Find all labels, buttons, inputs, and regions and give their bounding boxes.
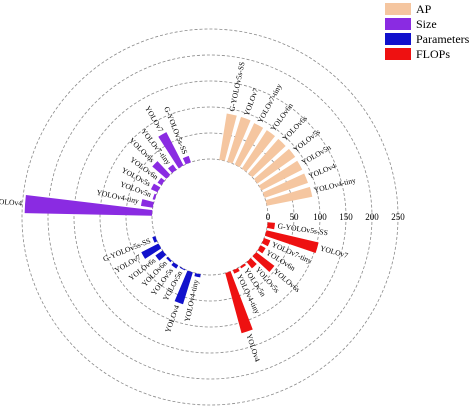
bar-ap-yolov5s bbox=[253, 148, 296, 184]
bar-flops-yolov6n bbox=[257, 245, 266, 254]
bar-size-yolov6n bbox=[157, 177, 165, 186]
bar-ap-yolov6s bbox=[248, 138, 286, 178]
legend-swatch-flops bbox=[385, 48, 411, 60]
bar-size-yolov5s bbox=[150, 183, 161, 193]
bar-size-yolov4-tiny bbox=[140, 199, 154, 208]
legend-label-ap: AP bbox=[416, 2, 432, 16]
grid-circle-250 bbox=[21, 28, 399, 406]
bar-parameters-yolov4 bbox=[174, 270, 193, 305]
bar-ap-yolov5n bbox=[258, 160, 303, 191]
grid-circle-100 bbox=[99, 106, 321, 328]
radial-grid bbox=[21, 28, 399, 406]
grid-circle-0 bbox=[151, 158, 269, 276]
bar-flops-yolov7-tiny bbox=[261, 237, 271, 247]
bar-flops-yolov7 bbox=[264, 230, 319, 253]
legend-swatch-size bbox=[385, 18, 411, 30]
bar-label-ap-yolov7: YOLOv7 bbox=[242, 87, 260, 117]
legend-label-size: Size bbox=[416, 17, 437, 31]
radial-tick-label-50: 50 bbox=[290, 212, 300, 222]
bar-parameters-yolov4-tiny bbox=[194, 273, 201, 278]
bar-flops-yolov6s bbox=[252, 252, 275, 272]
legend-swatch-parameters bbox=[385, 33, 411, 45]
bar-size-yolov5n bbox=[152, 193, 157, 200]
legend-swatch-ap bbox=[385, 3, 411, 15]
grid-circle-150 bbox=[73, 80, 347, 354]
bar-size-yolov7-tiny bbox=[168, 164, 177, 174]
radial-tick-label-150: 150 bbox=[339, 212, 353, 222]
bar-ap-g-yolov5s-ss bbox=[219, 113, 237, 161]
bar-parameters-yolov5s bbox=[171, 262, 179, 269]
bar-size-yolov7 bbox=[158, 132, 184, 169]
bar-parameters-yolov5n bbox=[179, 266, 186, 271]
bar-ap-yolov4-tiny bbox=[265, 186, 313, 206]
bar-size-yolov4 bbox=[24, 195, 153, 216]
radial-tick-label-100: 100 bbox=[313, 212, 327, 222]
radial-tick-label-0: 0 bbox=[266, 212, 271, 222]
legend-label-parameters: Parameters bbox=[416, 32, 470, 46]
grid-circle-50 bbox=[125, 132, 295, 302]
bar-label-parameters-yolov4: YOLOv4 bbox=[163, 304, 181, 334]
grid-circle-200 bbox=[47, 54, 373, 380]
bar-parameters-yolov7 bbox=[141, 243, 162, 259]
bar-ap-yolov6n bbox=[241, 130, 276, 172]
bar-label-ap-yolov4-tiny: YOLOv4-tiny bbox=[313, 175, 357, 194]
legend-label-flops: FLOPs bbox=[416, 47, 450, 61]
bar-label-ap-g-yolov5s-ss: G-YOLOv5s-SS bbox=[227, 61, 246, 112]
radial-tick-label-250: 250 bbox=[391, 212, 405, 222]
bar-parameters-yolov6n bbox=[166, 256, 172, 263]
bar-parameters-g-yolov5s-ss bbox=[152, 236, 158, 243]
bar-ap-yolov4 bbox=[262, 173, 308, 198]
radial-tick-labels: 0 50 100 150 200 250 bbox=[266, 212, 406, 222]
bar-flops-yolov5n bbox=[240, 263, 246, 269]
bar-size-yolov6s bbox=[152, 161, 171, 179]
bar-flops-yolov5s bbox=[246, 258, 257, 269]
bar-marks bbox=[24, 113, 319, 334]
bar-parameters-yolov6s bbox=[155, 250, 167, 261]
bar-label-ap-yolov4: YOLOv4 bbox=[307, 161, 337, 180]
bar-label-flops-yolov7: YOLOv7 bbox=[319, 244, 349, 261]
bar-label-size-yolov4: YOLOv4 bbox=[0, 197, 23, 208]
bar-ap-yolov7-tiny bbox=[234, 123, 264, 168]
radial-tick-label-200: 200 bbox=[365, 212, 379, 222]
bar-flops-yolov4-tiny bbox=[232, 267, 240, 274]
bar-size-g-yolov5s-ss bbox=[182, 155, 191, 165]
bar-flops-g-yolov5s-ss bbox=[266, 222, 276, 230]
bar-flops-yolov4 bbox=[225, 271, 253, 334]
bar-ap-yolov7 bbox=[227, 116, 251, 164]
